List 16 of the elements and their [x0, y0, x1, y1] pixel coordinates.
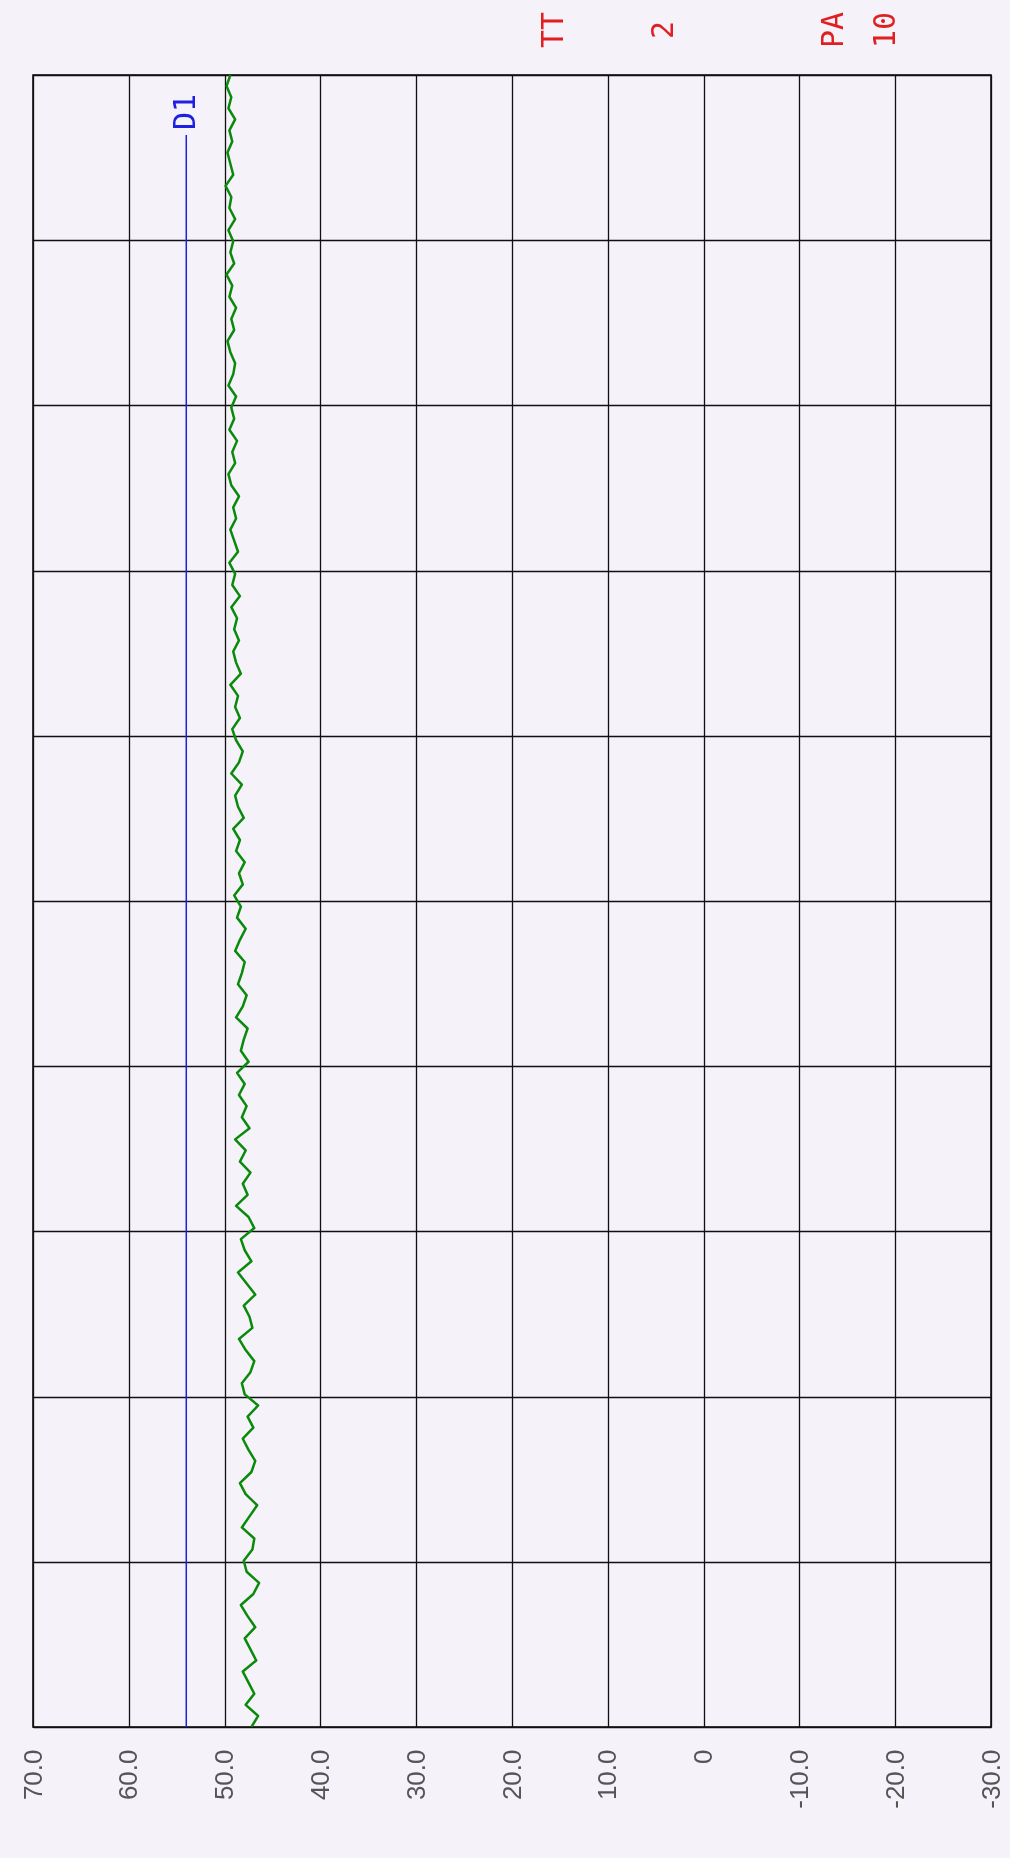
x-tick-label: 10.0: [592, 1749, 623, 1801]
text: 2: [645, 20, 680, 40]
x-tick-label: 30.0: [400, 1749, 431, 1801]
text: TT: [535, 11, 570, 49]
x-tick-label: 60.0: [113, 1749, 144, 1801]
x-tick-label: -30.0: [975, 1749, 1006, 1809]
x-tick-label: 50.0: [209, 1749, 240, 1801]
ref-line-label: D1: [167, 93, 203, 130]
x-tick-label: 20.0: [496, 1749, 527, 1801]
x-tick-label: -20.0: [879, 1749, 910, 1809]
x-tick-label: -10.0: [783, 1749, 814, 1809]
text: 10: [867, 11, 902, 49]
x-tick-label: 0: [688, 1749, 719, 1764]
text: PA: [815, 11, 850, 49]
x-tick-label: 70.0: [17, 1749, 48, 1801]
x-tick-label: 40.0: [304, 1749, 335, 1801]
